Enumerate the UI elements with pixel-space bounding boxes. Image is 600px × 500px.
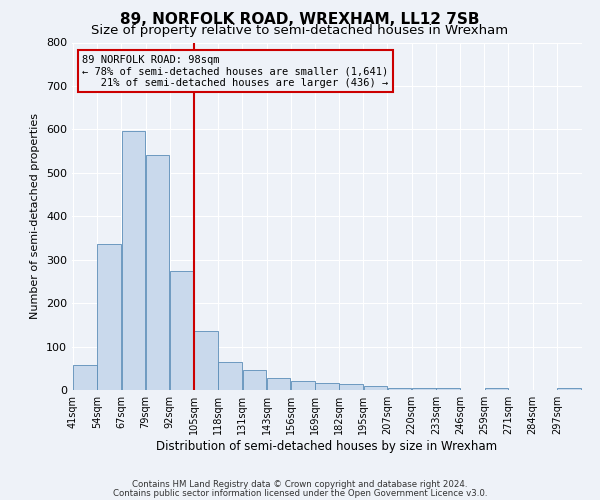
Bar — [291, 382, 314, 390]
Bar — [412, 388, 436, 390]
Bar — [122, 131, 145, 390]
Text: 89 NORFOLK ROAD: 98sqm
← 78% of semi-detached houses are smaller (1,641)
   21% : 89 NORFOLK ROAD: 98sqm ← 78% of semi-det… — [82, 54, 388, 88]
Bar — [557, 388, 581, 390]
Bar — [73, 365, 97, 390]
Bar — [388, 388, 412, 390]
Bar — [146, 156, 169, 390]
Bar — [267, 378, 290, 390]
Text: Contains public sector information licensed under the Open Government Licence v3: Contains public sector information licen… — [113, 488, 487, 498]
Bar — [170, 270, 194, 390]
Bar — [194, 331, 218, 390]
Text: Contains HM Land Registry data © Crown copyright and database right 2024.: Contains HM Land Registry data © Crown c… — [132, 480, 468, 489]
Y-axis label: Number of semi-detached properties: Number of semi-detached properties — [31, 114, 40, 320]
Bar — [364, 386, 387, 390]
Bar — [340, 384, 363, 390]
Bar — [315, 382, 339, 390]
Text: 89, NORFOLK ROAD, WREXHAM, LL12 7SB: 89, NORFOLK ROAD, WREXHAM, LL12 7SB — [120, 12, 480, 28]
Bar — [242, 370, 266, 390]
X-axis label: Distribution of semi-detached houses by size in Wrexham: Distribution of semi-detached houses by … — [157, 440, 497, 453]
Bar — [436, 388, 460, 390]
Bar — [485, 388, 508, 390]
Text: Size of property relative to semi-detached houses in Wrexham: Size of property relative to semi-detach… — [91, 24, 509, 37]
Bar — [218, 362, 242, 390]
Bar — [97, 244, 121, 390]
